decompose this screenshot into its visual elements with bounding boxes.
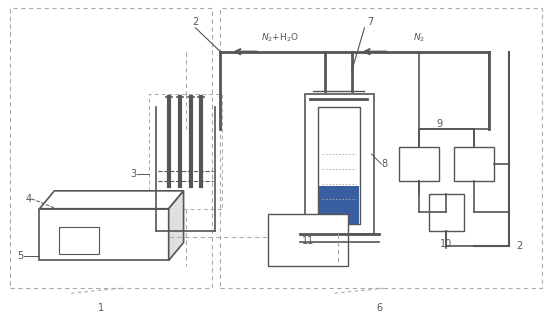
Text: 1: 1 — [98, 303, 104, 313]
Bar — [9, 8, 213, 288]
Bar — [59, 227, 99, 254]
Text: $N_2$+H$_2$O: $N_2$+H$_2$O — [261, 31, 299, 44]
Text: 8: 8 — [381, 159, 387, 169]
Text: 2: 2 — [193, 17, 199, 27]
Text: 11: 11 — [302, 236, 314, 246]
Text: 3: 3 — [131, 169, 137, 179]
Text: 6: 6 — [376, 303, 382, 313]
Bar — [400, 147, 439, 181]
Text: 2: 2 — [517, 241, 523, 252]
Text: 4: 4 — [26, 194, 31, 204]
Bar — [454, 147, 494, 181]
Bar — [268, 214, 348, 266]
Text: 10: 10 — [440, 239, 452, 249]
Polygon shape — [40, 191, 184, 209]
Bar — [319, 186, 358, 224]
Bar — [220, 8, 542, 288]
Bar — [40, 209, 169, 260]
Bar — [305, 95, 374, 234]
Polygon shape — [169, 191, 184, 260]
Text: 7: 7 — [368, 17, 374, 27]
Text: 9: 9 — [436, 119, 442, 129]
Text: $N_2$: $N_2$ — [413, 31, 425, 44]
Text: 5: 5 — [17, 252, 23, 262]
Bar — [429, 194, 464, 230]
Bar — [318, 107, 359, 224]
Bar — [149, 95, 222, 209]
